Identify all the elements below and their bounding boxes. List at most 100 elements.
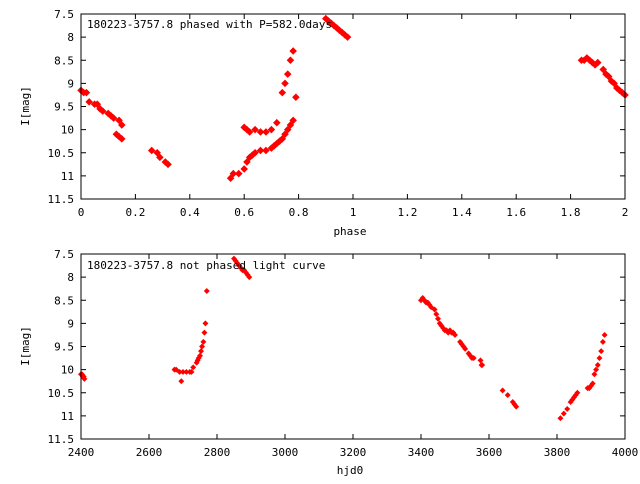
phased-data-point: [164, 160, 172, 169]
phased-data-point: [286, 121, 295, 129]
phased-x-tick-label: 1.4: [452, 206, 472, 219]
phased-y-tick-label: 10: [61, 124, 74, 137]
unphased-data-point: [198, 348, 204, 355]
unphased-x-tick-label: 3000: [272, 446, 299, 459]
unphased-data-point: [499, 387, 506, 394]
unphased-x-tick-label: 3800: [544, 446, 571, 459]
phased-light-curve-panel: 0 0.2 0.4 0.6 0.8 1 1.2 1.4 1.6 1.8 2 7.5 8 8.5 9 9.5 10…: [19, 8, 629, 238]
phased-plot-frame: [80, 13, 626, 200]
unphased-x-tick-label: 3200: [340, 446, 367, 459]
phased-data-point: [289, 47, 297, 55]
phased-x-tick-label: 1.8: [561, 206, 581, 219]
unphased-data-point: [596, 355, 603, 362]
unphased-x-tick-label: 2600: [136, 446, 163, 459]
phased-data-point: [156, 153, 164, 162]
phased-data-point: [281, 130, 289, 139]
phased-x-tick-label: 1: [350, 206, 357, 219]
unphased-data-point: [462, 345, 469, 352]
unphased-data-point: [203, 288, 210, 294]
unphased-x-tick-label: 4000: [612, 446, 639, 459]
phased-data-point: [283, 125, 292, 134]
phased-data-point: [343, 33, 352, 41]
phased-data-point: [82, 88, 91, 97]
phased-data-point: [594, 58, 602, 67]
unphased-x-tick-label: 3600: [476, 446, 503, 459]
phased-data-point: [278, 88, 287, 97]
unphased-data-point: [197, 352, 203, 359]
phased-data-point: [262, 146, 270, 155]
phased-data-point: [292, 93, 300, 102]
phased-markers: [77, 14, 629, 182]
phased-data-point: [93, 100, 102, 108]
phased-y-axis-label: I[mag]: [19, 86, 32, 126]
unphased-y-tick-label: 8.5: [54, 294, 74, 307]
unphased-data-point: [564, 405, 571, 412]
unphased-y-tick-label: 9: [67, 317, 74, 330]
unphased-data-point: [560, 410, 567, 417]
phased-data-point: [153, 148, 161, 157]
unphased-data-point: [173, 366, 180, 373]
unphased-data-point: [433, 311, 440, 318]
unphased-data-point: [479, 362, 486, 368]
unphased-data-point: [593, 366, 600, 373]
unphased-y-axis-label: I[mag]: [19, 326, 32, 366]
phased-data-point: [289, 116, 297, 125]
phased-data-point: [240, 165, 248, 173]
phased-data-point: [243, 158, 251, 166]
phased-y-tick-label: 7.5: [54, 8, 74, 21]
phased-data-point: [85, 98, 93, 106]
phased-data-point: [229, 169, 238, 178]
phased-data-point: [109, 114, 118, 122]
phased-y-tick-label: 8: [67, 31, 74, 44]
phased-x-tick-label: 0.4: [180, 206, 200, 219]
phased-axes: 0 0.2 0.4 0.6 0.8 1 1.2 1.4 1.6 1.8 2 7.5 8 8.5 9 9.5 10…: [48, 8, 629, 219]
phased-data-point: [283, 70, 292, 78]
phased-x-tick-label: 0.6: [234, 206, 254, 219]
unphased-data-point: [190, 364, 197, 371]
phased-y-tick-label: 9.5: [54, 101, 74, 114]
unphased-y-tick-label: 9.5: [54, 341, 74, 354]
unphased-data-point: [81, 375, 88, 382]
phased-x-tick-label: 0.8: [289, 206, 309, 219]
phased-data-point: [251, 125, 259, 134]
unphased-data-point: [199, 343, 206, 350]
unphased-data-point: [246, 274, 253, 281]
phased-data-point: [599, 65, 608, 74]
phased-data-point: [604, 72, 613, 81]
phased-data-point: [273, 118, 281, 127]
unphased-data-point: [435, 315, 441, 322]
unphased-y-tick-label: 10.5: [48, 387, 75, 400]
phased-data-point: [281, 79, 289, 88]
phased-data-point: [262, 128, 270, 136]
phased-data-point: [256, 128, 265, 136]
unphased-data-point: [470, 355, 477, 362]
phased-data-point: [147, 146, 156, 155]
unphased-data-point: [591, 371, 598, 378]
phased-x-tick-label: 2: [622, 206, 629, 219]
unphased-data-point: [574, 389, 581, 396]
unphased-data-point: [200, 338, 207, 345]
unphased-x-tick-label: 3400: [408, 446, 435, 459]
phased-chart-title: 180223-3757.8 phased with P=582.0days: [87, 18, 332, 31]
unphased-y-tick-label: 7.5: [54, 248, 74, 261]
unphased-data-point: [178, 378, 185, 385]
unphased-data-point: [598, 348, 605, 355]
unphased-x-tick-label: 2800: [204, 446, 231, 459]
phased-chart-title-suffix: ays: [312, 18, 332, 31]
phased-data-point: [226, 174, 235, 182]
phased-y-tick-label: 11: [61, 170, 74, 183]
phased-data-point: [256, 146, 265, 155]
unphased-data-point: [594, 362, 601, 368]
phased-data-point: [245, 128, 254, 136]
unphased-light-curve-panel: 2400 2600 2800 3000 3200 3400 3600 3800 4000 7.5 8…: [19, 248, 638, 477]
unphased-data-point: [513, 403, 520, 410]
phased-data-point: [610, 79, 618, 88]
unphased-data-point: [477, 357, 484, 364]
phased-x-tick-label: 1.6: [506, 206, 526, 219]
unphased-markers: [78, 255, 608, 422]
unphased-data-point: [202, 320, 209, 327]
phased-x-tick-label: 0.2: [125, 206, 145, 219]
unphased-data-point: [188, 368, 195, 375]
